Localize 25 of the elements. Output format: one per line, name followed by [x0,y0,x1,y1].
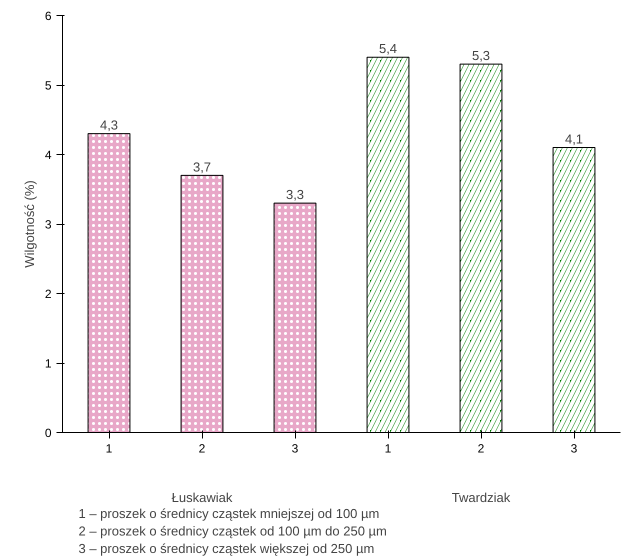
y-tick-label: 2 [44,287,52,301]
x-tick-label: 2 [478,442,485,456]
data-label: 3,3 [286,187,304,202]
y-tick-label: 3 [44,218,52,232]
text: 2 – proszek o średnicy cząstek od 100 µm do 250 µm [78,524,387,538]
data-label: 4,3 [100,118,118,133]
text: Łuskawiak [172,490,233,505]
x-tick-label: 3 [292,442,299,456]
data-label: 5,3 [472,48,490,64]
y-tick-label: 1 [44,356,52,370]
data-label: 5,4 [378,41,398,56]
text: Twardziak [452,490,511,505]
y-axis-title: Wilgotność (%) [22,180,37,268]
x-tick-label: 2 [198,442,206,456]
text: 3 – proszek o średnicy cząstek większej od 250 µm [78,541,374,556]
y-tick-label: 5 [44,78,52,92]
y-tick-label: 4 [44,148,52,162]
text: 1 – proszek o średnicy cząstek mniejszej od 100 µm [78,506,380,521]
x-tick-label: 3 [570,442,578,456]
x-tick-label: 1 [384,442,392,456]
y-tick-label: 0 [44,426,52,440]
data-label: 3,7 [192,159,212,174]
x-tick-label: 1 [106,442,113,456]
y-tick-label: 6 [44,9,52,23]
data-label: 4,1 [564,132,584,147]
